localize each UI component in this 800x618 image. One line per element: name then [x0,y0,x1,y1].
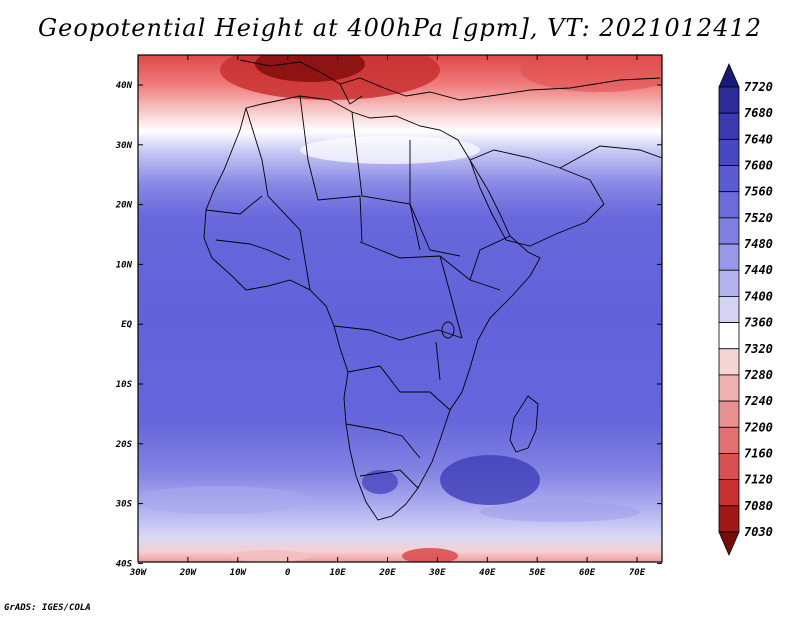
lon-tick-label: 20W [179,568,198,578]
lat-tick-label: 30S [115,500,133,510]
colorbar-swatch [718,479,740,507]
colorbar-max-arrow [718,62,740,88]
lat-tick-label: 20N [115,201,133,211]
lon-tick-label: 10E [329,568,346,578]
colorbar-label: 7080 [744,499,773,513]
map-frame [137,54,663,563]
colorbar-swatch [718,453,740,481]
colorbar-swatch [718,217,740,245]
lon-tick-label: 70E [629,568,646,578]
colorbar-label: 7320 [744,342,773,356]
colorbar-swatch [718,269,740,297]
colorbar-min-arrow [718,531,740,557]
colorbar-label: 7160 [744,446,773,460]
credit-text: GrADS: IGES/COLA [4,603,91,613]
lon-tick-label: 40E [479,568,496,578]
colorbar-label: 7200 [744,420,773,434]
colorbar-label: 7680 [744,106,773,120]
colorbar-swatch [718,426,740,454]
colorbar-label: 7440 [744,263,773,277]
lon-tick-label: 60E [579,568,596,578]
lon-tick-label: 10W [230,568,248,578]
lon-tick-label: 30E [428,568,446,578]
colorbar-label: 7520 [744,211,773,225]
lat-tick-label: 20S [115,440,133,450]
lon-tick-label: 30W [129,568,148,578]
colorbar-swatch [718,191,740,219]
lat-tick-label: 30N [115,141,133,151]
colorbar: 7720 7680 7640 7600 7560 7520 7480 7440 7400 7360… [718,62,773,557]
coastlines [203,59,662,521]
map-title: Geopotential Height at 400hPa [gpm], VT:… [38,14,762,42]
colorbar-swatch [718,322,740,350]
colorbar-swatch [718,86,740,114]
colorbar-label: 7360 [744,316,773,330]
lat-tick-label: 10S [116,380,133,390]
lat-tick-label: 10N [116,260,133,270]
colorbar-swatch [718,348,740,376]
colorbar-label: 7400 [744,289,773,303]
axis-ticks [137,55,662,564]
lat-tick-label: 40N [116,81,133,91]
colorbar-swatch [718,112,740,140]
height-field [138,55,662,562]
lon-tick-label: 20E [378,568,396,578]
lat-tick-label: 40S [116,559,133,569]
colorbar-label: 7480 [744,237,773,251]
colorbar-label: 7560 [744,185,773,199]
colorbar-label: 7120 [744,473,773,487]
colorbar-label: 7030 [744,525,773,539]
colorbar-label: 7280 [744,368,773,382]
longitude-labels: 30W 20W 10W 0 10E 20E 30E 40E 50E 60E 70E [129,568,646,578]
colorbar-swatch [718,374,740,402]
lat-tick-label: EQ [121,320,132,330]
colorbar-swatch [718,296,740,323]
colorbar-swatch [718,165,740,193]
colorbar-swatch [718,138,740,166]
colorbar-label: 7720 [744,80,773,94]
colorbar-label: 7600 [744,159,773,173]
colorbar-swatch [718,505,740,533]
colorbar-swatch [718,400,740,428]
colorbar-label: 7640 [744,132,773,146]
lon-tick-label: 0 [285,568,291,578]
colorbar-swatch [718,243,740,271]
latitude-labels: 40N 30N 20N 10N EQ 10S 20S 30S 40S [115,81,133,569]
colorbar-label: 7240 [744,394,773,408]
lon-tick-label: 50E [529,568,546,578]
